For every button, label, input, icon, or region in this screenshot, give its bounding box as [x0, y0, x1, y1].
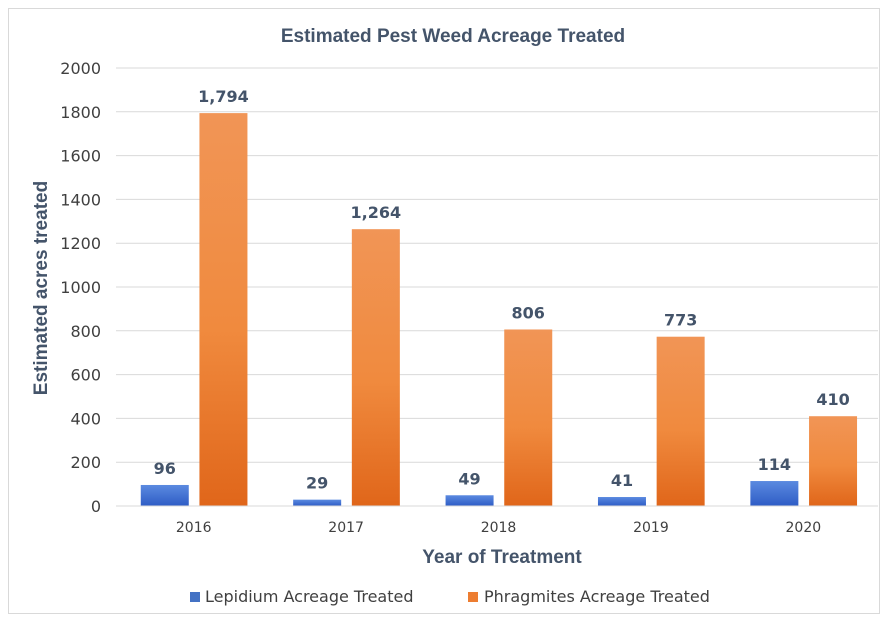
data-label: 1,264: [351, 203, 402, 222]
data-label: 806: [512, 303, 545, 322]
data-label: 49: [458, 469, 480, 488]
y-tick-label: 600: [70, 366, 101, 385]
x-axis-title: Year of Treatment: [422, 547, 582, 568]
y-tick-label: 0: [91, 497, 101, 516]
bar-phragmites: [199, 113, 248, 506]
x-tick-label: 2018: [481, 520, 517, 536]
y-tick-label: 200: [70, 453, 101, 472]
bar-phragmites: [504, 329, 553, 506]
bar-lepidium: [750, 481, 799, 506]
data-label: 1,794: [198, 87, 249, 106]
data-label: 96: [154, 459, 176, 478]
x-axis-ticks: 2016 2017 2018 2019 2020: [176, 520, 821, 536]
bar-lepidium: [597, 497, 646, 506]
data-label: 410: [816, 390, 849, 409]
data-label: 29: [306, 474, 328, 493]
y-tick-label: 800: [70, 322, 101, 341]
legend-swatch: [190, 592, 200, 602]
bar-lepidium: [140, 484, 189, 506]
y-tick-label: 1600: [60, 147, 101, 166]
chart-frame: [8, 8, 880, 614]
legend-label: Phragmites Acreage Treated: [484, 587, 710, 606]
x-tick-label: 2016: [176, 520, 212, 536]
data-label: 41: [611, 471, 633, 490]
chart-title: Estimated Pest Weed Acreage Treated: [281, 26, 625, 47]
bar-phragmites: [351, 229, 400, 506]
y-tick-label: 1000: [60, 278, 101, 297]
data-labels: 96 1,794 29 1,264 49 806 41 773 114 410: [154, 87, 850, 493]
legend-swatch: [468, 592, 478, 602]
y-tick-label: 2000: [60, 59, 101, 78]
x-tick-label: 2020: [786, 520, 822, 536]
y-tick-label: 1200: [60, 234, 101, 253]
bar-phragmites: [809, 416, 858, 506]
legend-label: Lepidium Acreage Treated: [205, 587, 413, 606]
data-label: 773: [664, 311, 697, 330]
y-tick-label: 1800: [60, 103, 101, 122]
bar-lepidium: [445, 495, 494, 506]
y-axis-title: Estimated acres treated: [31, 181, 52, 395]
y-tick-label: 400: [70, 409, 101, 428]
bars: [116, 113, 878, 507]
bar-phragmites: [656, 336, 705, 506]
legend: Lepidium Acreage Treated Phragmites Acrea…: [190, 587, 710, 606]
x-tick-label: 2017: [328, 520, 364, 536]
data-label: 114: [758, 455, 791, 474]
x-tick-label: 2019: [633, 520, 669, 536]
bar-lepidium: [293, 499, 342, 506]
y-tick-label: 1400: [60, 190, 101, 209]
y-axis-ticks: 0 200 400 600 800 1000 1200 1400 1600 1800 2000: [60, 59, 101, 516]
